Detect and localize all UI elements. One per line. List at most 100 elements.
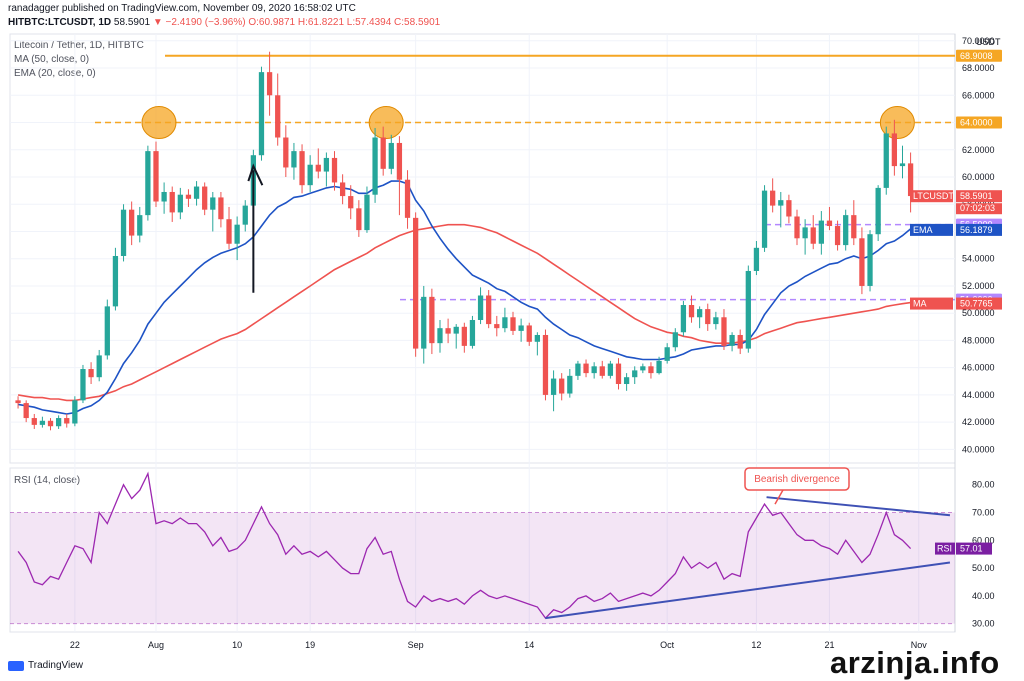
candle-body bbox=[218, 197, 224, 220]
ma-badge-value-label: 50.7765 bbox=[960, 299, 993, 309]
ltc-badge-name-label: LTCUSDT bbox=[913, 191, 954, 201]
candle-body bbox=[437, 328, 443, 344]
ema-legend: EMA (20, close, 0) bbox=[14, 68, 96, 79]
candle-body bbox=[834, 226, 841, 246]
x-tick-label: Nov bbox=[911, 640, 928, 650]
currency-label: USDT bbox=[976, 37, 1001, 47]
ma-legend: MA (50, close, 0) bbox=[14, 54, 90, 65]
candle-body bbox=[120, 209, 127, 256]
candle-body bbox=[632, 370, 638, 378]
candle-body bbox=[599, 366, 605, 376]
candle-body bbox=[39, 420, 46, 425]
candle-body bbox=[486, 295, 492, 325]
candle-body bbox=[266, 72, 273, 96]
candle-body bbox=[23, 403, 29, 419]
symbol-line: HITBTC:LTCUSDT, 1D 58.5901 ▼ −2.4190 (−3… bbox=[8, 17, 440, 28]
candle-body bbox=[323, 157, 330, 172]
candle-body bbox=[737, 334, 743, 349]
candle-body bbox=[64, 418, 70, 424]
ltc-badge-value-label: 58.5901 bbox=[960, 191, 993, 201]
candle-body bbox=[559, 378, 565, 394]
price-tick-label: 66.0000 bbox=[962, 90, 995, 100]
candle-body bbox=[899, 163, 906, 167]
candle-body bbox=[550, 378, 557, 395]
ema-badge-value bbox=[956, 223, 1002, 236]
x-tick-label: 14 bbox=[524, 640, 534, 650]
ma-badge-value bbox=[956, 297, 1002, 310]
candle-body bbox=[404, 179, 411, 218]
candle-body bbox=[534, 334, 540, 342]
candle-body bbox=[753, 247, 760, 271]
candle-body bbox=[104, 306, 110, 356]
candle-body bbox=[761, 190, 768, 248]
candle-body bbox=[315, 164, 321, 172]
level-badge bbox=[956, 49, 1002, 62]
candle-body bbox=[810, 227, 816, 244]
candle-body bbox=[826, 220, 833, 227]
candle-body bbox=[283, 137, 289, 168]
price-tick-label: 50.0000 bbox=[962, 308, 995, 318]
ma-badge-name bbox=[910, 297, 953, 310]
x-tick-label: 21 bbox=[824, 640, 834, 650]
candle-body bbox=[202, 186, 208, 210]
candle-body bbox=[867, 234, 873, 286]
ema-badge-name-label: EMA bbox=[913, 225, 933, 235]
x-tick-label: Oct bbox=[660, 640, 675, 650]
rsi-legend: RSI (14, close) bbox=[14, 475, 81, 486]
candle-body bbox=[648, 366, 654, 374]
price-tick-label: 48.0000 bbox=[962, 335, 995, 345]
candle-body bbox=[542, 334, 549, 395]
candle-body bbox=[615, 363, 622, 385]
candle-body bbox=[680, 305, 687, 333]
candle-body bbox=[656, 360, 662, 374]
candle-body bbox=[210, 197, 216, 210]
candle-body bbox=[705, 309, 711, 325]
arrow-head bbox=[247, 163, 264, 186]
candle-body bbox=[494, 324, 500, 329]
candle-body bbox=[299, 151, 305, 186]
candle-body bbox=[88, 369, 94, 378]
top-highlight bbox=[141, 106, 177, 140]
candle-body bbox=[518, 325, 524, 331]
price-tick-label: 52.0000 bbox=[962, 281, 995, 291]
candle-body bbox=[161, 191, 167, 202]
candle-body bbox=[348, 196, 354, 209]
rsi-support-trendline bbox=[545, 561, 951, 620]
candle-body bbox=[396, 142, 403, 180]
tradingview-brand: TradingView bbox=[28, 660, 84, 671]
candle-body bbox=[461, 326, 467, 346]
divergence-callout bbox=[744, 467, 850, 491]
level-badge-label: 64.0000 bbox=[960, 118, 993, 128]
symbol: HITBTC:LTCUSDT, 1D bbox=[8, 17, 112, 28]
rsi-line bbox=[17, 471, 912, 620]
price-tick-label: 62.0000 bbox=[962, 145, 995, 155]
candle-body bbox=[258, 72, 265, 156]
rsi-badge-value bbox=[956, 542, 992, 555]
candle-body bbox=[721, 317, 727, 346]
level-badge bbox=[956, 116, 1002, 129]
chart-title: Litecoin / Tether, 1D, HITBTC bbox=[14, 40, 144, 51]
price-tick-label: 42.0000 bbox=[962, 417, 995, 427]
candle-body bbox=[177, 194, 183, 213]
candle-body bbox=[591, 366, 597, 374]
candle-body bbox=[47, 420, 54, 427]
candle-body bbox=[453, 326, 459, 334]
watermark: arzinja.info bbox=[830, 645, 1000, 680]
candle-body bbox=[502, 317, 508, 329]
candle-body bbox=[307, 164, 313, 186]
candle-body bbox=[859, 238, 865, 286]
candle-body bbox=[112, 255, 119, 307]
rsi-tick-label: 30.00 bbox=[972, 619, 995, 629]
top-highlight bbox=[368, 106, 404, 140]
candle-body bbox=[567, 375, 573, 394]
price-tick-label: 44.0000 bbox=[962, 390, 995, 400]
rsi-tick-label: 50.00 bbox=[972, 563, 995, 573]
candle-body bbox=[688, 305, 695, 318]
candle-body bbox=[96, 355, 102, 378]
x-tick-label: 22 bbox=[70, 640, 80, 650]
top-highlight bbox=[879, 106, 915, 140]
rsi-badge-name bbox=[935, 542, 955, 555]
x-tick-label: 12 bbox=[751, 640, 761, 650]
candle-body bbox=[80, 369, 86, 401]
